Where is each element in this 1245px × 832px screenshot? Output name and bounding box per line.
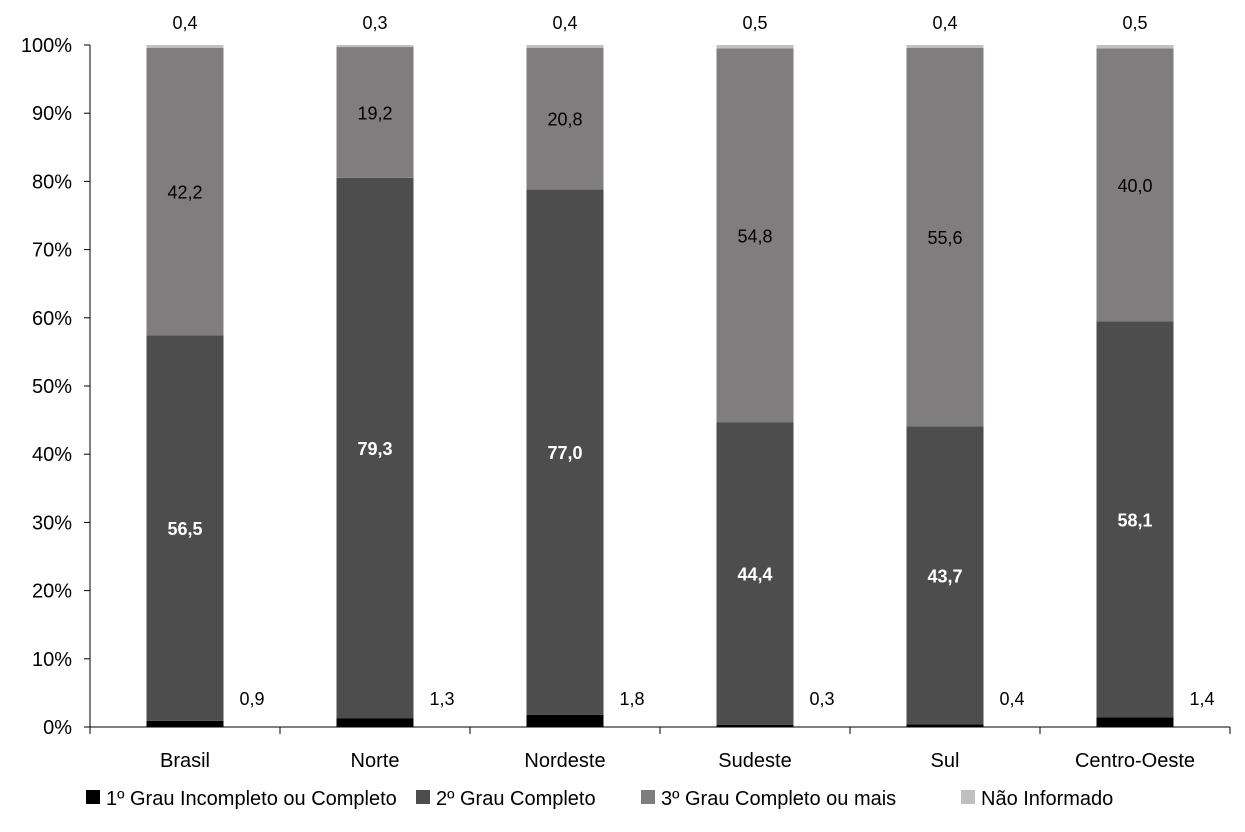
y-tick-label: 60%: [32, 308, 72, 330]
legend: 1º Grau Incompleto ou Completo 2º Grau Co…: [86, 788, 1113, 810]
bar-segment: [906, 724, 984, 727]
y-tick-label: 100%: [21, 35, 72, 57]
bar-segment: [716, 422, 794, 725]
bar-segment: [1096, 321, 1174, 718]
bar-segment: [146, 720, 224, 727]
category-label: Centro-Oeste: [1075, 750, 1195, 772]
bar-segment: [526, 45, 604, 48]
data-label: 0,5: [1122, 13, 1147, 33]
data-label: 79,3: [357, 439, 392, 459]
data-label: 1,3: [430, 689, 455, 709]
legend-swatch: [416, 790, 430, 804]
axes: 0% 10% 20% 30% 40% 50% 60% 70% 80% 90% 100% Brasil N…: [21, 35, 1231, 772]
data-label: 0,3: [810, 689, 835, 709]
bar-segment: [1096, 717, 1174, 727]
bar-segment: [906, 47, 984, 427]
bar-segment: [526, 714, 604, 727]
y-tick-label: 50%: [32, 376, 72, 398]
y-tick-label: 10%: [32, 649, 72, 671]
bar-segment: [906, 45, 984, 48]
data-label: 55,6: [927, 228, 962, 248]
data-label: 56,5: [167, 519, 202, 539]
data-label: 0,5: [742, 13, 767, 33]
data-label: 42,2: [167, 183, 202, 203]
bar-segment: [526, 47, 604, 190]
bars: [146, 45, 1174, 727]
bar-segment: [336, 718, 414, 727]
y-tick-label: 90%: [32, 103, 72, 125]
category-label: Sudeste: [718, 750, 791, 772]
y-tick-label: 20%: [32, 581, 72, 603]
bar-segment: [336, 47, 414, 178]
legend-label: 1º Grau Incompleto ou Completo: [106, 788, 397, 810]
legend-swatch: [641, 790, 655, 804]
y-tick-label: 30%: [32, 512, 72, 534]
category-label: Nordeste: [524, 750, 605, 772]
data-label: 1,4: [1190, 689, 1215, 709]
bar-segment: [526, 189, 604, 715]
data-label: 0,4: [552, 13, 577, 33]
y-tick-label: 40%: [32, 444, 72, 466]
y-tick-label: 80%: [32, 171, 72, 193]
bar-segment: [146, 45, 224, 48]
bar-segment: [1096, 45, 1174, 49]
data-label: 20,8: [547, 110, 582, 130]
data-label: 58,1: [1117, 510, 1152, 530]
data-label: 1,8: [620, 689, 645, 709]
legend-swatch: [86, 790, 100, 804]
data-label: 0,9: [240, 689, 265, 709]
bar-segment: [716, 724, 794, 727]
data-label: 77,0: [547, 443, 582, 463]
category-label: Norte: [351, 750, 400, 772]
legend-label: Não Informado: [981, 788, 1113, 810]
bar-segment: [716, 45, 794, 49]
y-tick-label: 70%: [32, 240, 72, 262]
y-tick-label: 0%: [43, 717, 72, 739]
data-label: 54,8: [737, 226, 772, 246]
bar-segment: [1096, 48, 1174, 322]
bar-segment: [716, 48, 794, 423]
data-label: 19,2: [357, 103, 392, 123]
bar-segment: [336, 177, 414, 719]
data-label: 0,4: [1000, 689, 1025, 709]
legend-swatch: [961, 790, 975, 804]
data-label: 44,4: [737, 565, 772, 585]
data-label: 40,0: [1117, 176, 1152, 196]
data-labels: 0,9 56,5 42,2 0,4 1,3 79,3 19,2 0,3 1,8 77,0 20,8 0…: [167, 13, 1214, 709]
category-label: Sul: [931, 750, 960, 772]
data-label: 43,7: [927, 566, 962, 586]
bar-segment: [146, 47, 224, 336]
legend-label: 3º Grau Completo ou mais: [661, 788, 896, 810]
bar-segment: [906, 426, 984, 725]
data-label: 0,3: [362, 13, 387, 33]
bar-segment: [146, 335, 224, 721]
data-label: 0,4: [172, 13, 197, 33]
bar-segment: [336, 45, 414, 48]
data-label: 0,4: [932, 13, 957, 33]
legend-label: 2º Grau Completo: [436, 788, 596, 810]
category-label: Brasil: [160, 750, 210, 772]
